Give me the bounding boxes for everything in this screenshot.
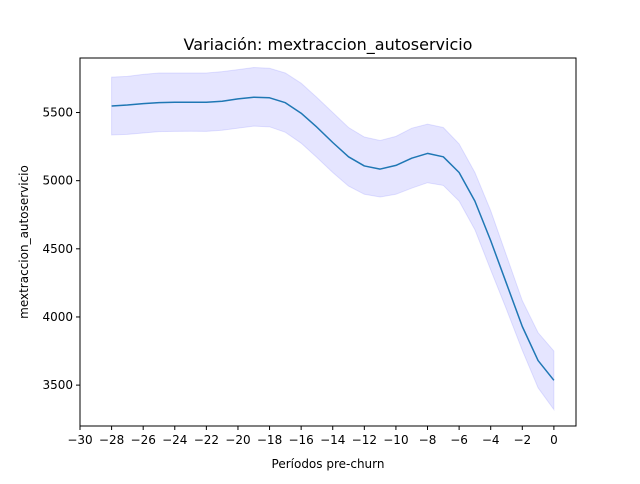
- x-tick-label: 0: [550, 433, 558, 447]
- x-tick-label: −26: [131, 433, 156, 447]
- y-axis-label: mextraccion_autoservicio: [17, 165, 31, 319]
- x-tick-label: −18: [257, 433, 282, 447]
- series-line: [111, 96, 555, 381]
- x-axis: −30 −28 −26 −24 −22 −20 −18 −16 −14 −12 −10 −8 −6 −4−…: [67, 426, 558, 447]
- plot-area: [111, 67, 555, 412]
- x-tick-label: −28: [99, 433, 124, 447]
- x-tick-label: −12: [352, 433, 377, 447]
- y-tick-label: 4000: [42, 310, 73, 324]
- x-tick-label: −30: [67, 433, 92, 447]
- x-tick-label: −6: [450, 433, 468, 447]
- chart-title: Variación: mextraccion_autoservicio: [184, 35, 473, 55]
- confidence-band: [111, 67, 555, 412]
- y-tick-label: 3500: [42, 378, 73, 392]
- x-tick-label: −2: [513, 433, 531, 447]
- x-tick-label: −16: [288, 433, 313, 447]
- y-axis: 3500 4000 4500 5000 5500: [42, 106, 80, 392]
- x-axis-label: Períodos pre-churn: [272, 457, 385, 471]
- x-tick-label: −20: [225, 433, 250, 447]
- x-tick-label: −10: [383, 433, 408, 447]
- x-tick-label: −14: [320, 433, 345, 447]
- x-tick-label: −8: [419, 433, 437, 447]
- plot-frame: [79, 57, 577, 427]
- x-tick-label: −22: [194, 433, 219, 447]
- y-tick-label: 5500: [42, 106, 73, 120]
- y-tick-label: 4500: [42, 242, 73, 256]
- y-tick-label: 5000: [42, 174, 73, 188]
- x-tick-label: −24: [162, 433, 187, 447]
- x-tick-label: −4: [482, 433, 500, 447]
